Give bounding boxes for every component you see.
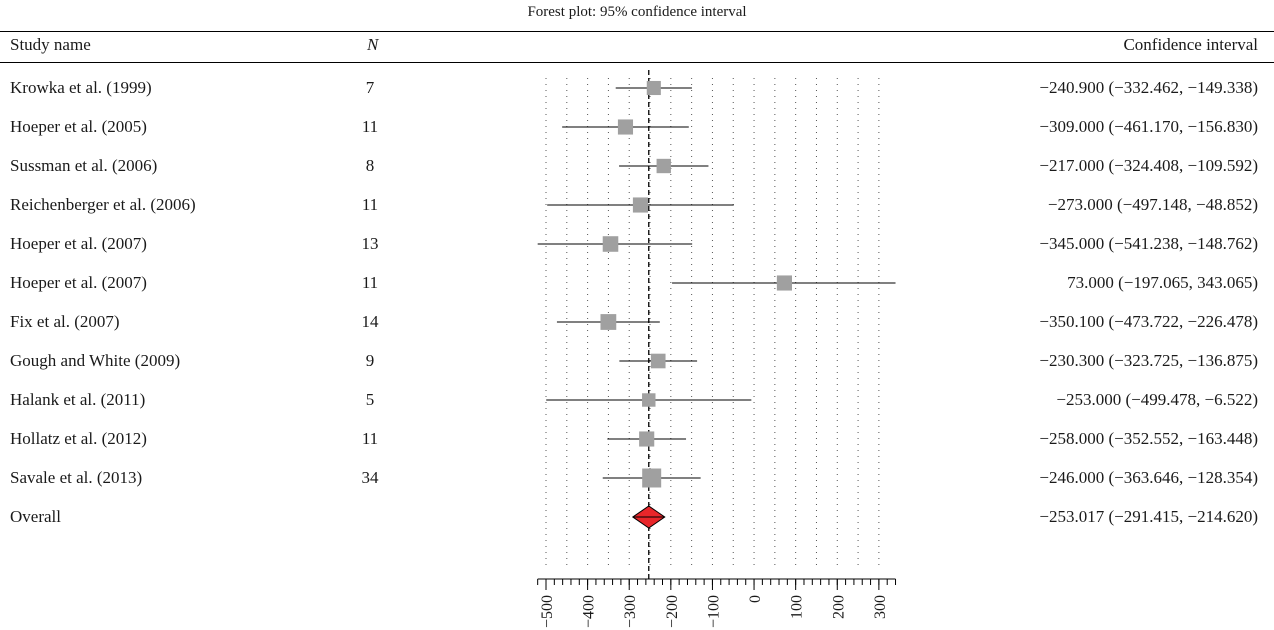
study-estimate-marker bbox=[656, 158, 671, 174]
study-estimate-marker bbox=[642, 393, 656, 407]
study-name-cell: Hoeper et al. (2005) bbox=[10, 117, 147, 136]
x-axis-tick-label: 200 bbox=[830, 595, 847, 619]
study-estimate-marker bbox=[617, 119, 634, 135]
confidence-interval-cell: −350.100 (−473.722, −226.478) bbox=[1039, 312, 1258, 331]
confidence-interval-cell: −273.000 (−497.148, −48.852) bbox=[1047, 195, 1258, 214]
sample-size-cell: 11 bbox=[361, 195, 379, 214]
confidence-interval-cell: −240.900 (−332.462, −149.338) bbox=[1039, 78, 1258, 97]
x-axis-tick-label: −400 bbox=[581, 595, 598, 628]
study-name-cell: Halank et al. (2011) bbox=[10, 390, 146, 409]
study-name-cell: Hoeper et al. (2007) bbox=[10, 273, 147, 292]
study-estimate-marker bbox=[776, 275, 792, 291]
study-name-cell: Hollatz et al. (2012) bbox=[10, 429, 147, 448]
sample-size-cell: 11 bbox=[361, 273, 379, 292]
study-name-cell: Hoeper et al. (2007) bbox=[10, 234, 147, 253]
study-estimate-marker bbox=[650, 353, 666, 369]
confidence-interval-cell: 73.000 (−197.065, 343.065) bbox=[1067, 273, 1258, 292]
study-name-cell: Fix et al. (2007) bbox=[10, 312, 120, 331]
x-axis-tick-label: 100 bbox=[789, 595, 806, 619]
study-estimate-marker bbox=[642, 468, 662, 488]
study-name-cell: Reichenberger et al. (2006) bbox=[10, 195, 196, 214]
sample-size-cell: 5 bbox=[365, 390, 375, 409]
sample-size-cell: 34 bbox=[361, 468, 379, 487]
confidence-interval-header: Confidence interval bbox=[1123, 35, 1258, 54]
overall-confidence-interval: −253.017 (−291.415, −214.620) bbox=[1039, 507, 1258, 526]
sample-size-cell: 9 bbox=[365, 351, 375, 370]
confidence-interval-cell: −345.000 (−541.238, −148.762) bbox=[1039, 234, 1258, 253]
x-axis-tick-label: 0 bbox=[747, 595, 764, 603]
header-bottom-rule bbox=[0, 62, 1274, 63]
x-axis-tick-label: −300 bbox=[622, 595, 639, 628]
study-estimate-marker bbox=[639, 431, 655, 447]
confidence-interval-cell: −258.000 (−352.552, −163.448) bbox=[1039, 429, 1258, 448]
confidence-interval-cell: −309.000 (−461.170, −156.830) bbox=[1039, 117, 1258, 136]
sample-size-cell: 7 bbox=[365, 78, 375, 97]
confidence-interval-cell: −217.000 (−324.408, −109.592) bbox=[1039, 156, 1258, 175]
confidence-interval-cell: −246.000 (−363.646, −128.354) bbox=[1039, 468, 1258, 487]
n-header: N bbox=[367, 35, 379, 54]
study-estimate-marker bbox=[600, 314, 617, 330]
study-estimate-marker bbox=[602, 236, 619, 252]
sample-size-cell: 13 bbox=[361, 234, 379, 253]
confidence-interval-cell: −230.300 (−323.725, −136.875) bbox=[1039, 351, 1258, 370]
study-name-header: Study name bbox=[10, 35, 91, 54]
study-name-cell: Sussman et al. (2006) bbox=[10, 156, 158, 175]
study-name-cell: Krowka et al. (1999) bbox=[10, 78, 152, 97]
sample-size-cell: 11 bbox=[361, 429, 379, 448]
study-name-cell: Savale et al. (2013) bbox=[10, 468, 143, 487]
header-top-rule bbox=[0, 31, 1274, 32]
sample-size-cell: 11 bbox=[361, 117, 379, 136]
study-estimate-marker bbox=[646, 80, 661, 96]
x-axis-tick-label: 300 bbox=[872, 595, 889, 619]
figure-title: Forest plot: 95% confidence interval bbox=[527, 4, 747, 20]
confidence-interval-cell: −253.000 (−499.478, −6.522) bbox=[1056, 390, 1258, 409]
study-name-cell: Gough and White (2009) bbox=[10, 351, 181, 370]
study-estimate-marker bbox=[632, 197, 649, 213]
x-axis-tick-label: −200 bbox=[664, 595, 681, 628]
sample-size-cell: 14 bbox=[361, 312, 379, 331]
sample-size-cell: 8 bbox=[365, 156, 375, 175]
x-axis-tick-label: −500 bbox=[539, 595, 556, 628]
x-axis-tick-label: −100 bbox=[705, 595, 722, 628]
overall-label: Overall bbox=[10, 507, 61, 526]
